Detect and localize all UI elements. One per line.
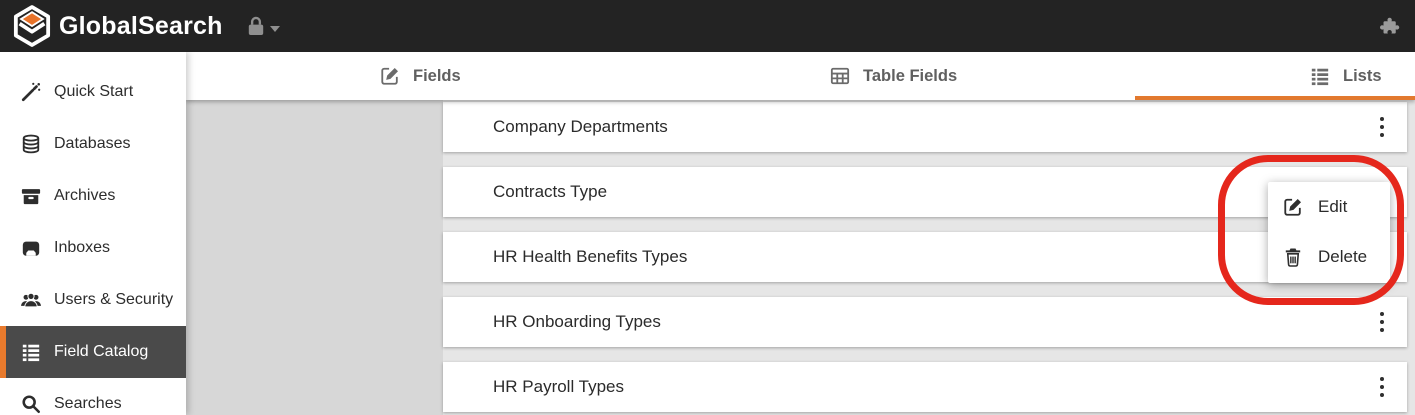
sidebar-item-label: Databases bbox=[54, 135, 131, 152]
archive-box-icon bbox=[19, 186, 43, 206]
trash-icon bbox=[1282, 247, 1304, 267]
sidebar-item-users-security[interactable]: Users & Security bbox=[0, 274, 186, 326]
sidebar-item-label: Archives bbox=[54, 187, 116, 204]
context-menu-label: Delete bbox=[1318, 247, 1368, 266]
globalsearch-logo-icon bbox=[13, 5, 51, 47]
list-row-hr-payroll-types[interactable]: HR Payroll Types bbox=[443, 362, 1407, 412]
active-tab-underline bbox=[1135, 96, 1415, 100]
sidebar-item-inboxes[interactable]: Inboxes bbox=[0, 222, 186, 274]
row-menu-button[interactable] bbox=[1367, 307, 1397, 337]
caret-down-icon bbox=[269, 26, 280, 32]
list-row-hr-onboarding-types[interactable]: HR Onboarding Types bbox=[443, 297, 1407, 347]
list-row-company-departments[interactable]: Company Departments bbox=[443, 102, 1407, 152]
tab-label: Table Fields bbox=[863, 66, 958, 85]
app-title: GlobalSearch bbox=[59, 11, 223, 40]
list-icon bbox=[1310, 66, 1330, 86]
sidebar-item-label: Users & Security bbox=[54, 291, 174, 308]
sidebar-item-label: Quick Start bbox=[54, 83, 134, 100]
tab-bar: Fields Table Fields bbox=[186, 52, 1415, 100]
table-icon bbox=[830, 66, 850, 86]
plugin-menu-button[interactable] bbox=[1380, 16, 1401, 37]
sidebar-item-field-catalog[interactable]: Field Catalog bbox=[0, 326, 186, 378]
lists-panel: Company Departments Contracts Type HR He… bbox=[443, 102, 1407, 415]
context-menu-item-delete[interactable]: Delete bbox=[1268, 232, 1390, 282]
puzzle-icon bbox=[1380, 17, 1400, 33]
tab-label: Fields bbox=[413, 66, 461, 85]
left-gray-panel bbox=[186, 100, 443, 415]
tab-label: Lists bbox=[1343, 66, 1382, 85]
tab-lists[interactable]: Lists bbox=[1310, 52, 1382, 100]
sidebar-item-archives[interactable]: Archives bbox=[0, 170, 186, 222]
edit-square-icon bbox=[380, 66, 400, 86]
inbox-icon bbox=[19, 238, 43, 258]
list-row-label: Contracts Type bbox=[493, 182, 608, 201]
kebab-menu-icon bbox=[1380, 117, 1384, 137]
sidebar-item-quick-start[interactable]: Quick Start bbox=[0, 66, 186, 118]
list-row-label: Company Departments bbox=[493, 117, 668, 136]
sidebar-item-label: Inboxes bbox=[54, 239, 111, 256]
row-menu-button[interactable] bbox=[1367, 112, 1397, 142]
list-row-label: HR Onboarding Types bbox=[493, 312, 661, 331]
list-row-hr-health-benefits-types[interactable]: HR Health Benefits Types bbox=[443, 232, 1407, 282]
sidebar-item-label: Field Catalog bbox=[54, 343, 149, 360]
context-menu-item-edit[interactable]: Edit bbox=[1268, 182, 1390, 232]
context-menu-label: Edit bbox=[1318, 197, 1348, 216]
top-bar: GlobalSearch bbox=[0, 0, 1415, 52]
lock-icon bbox=[248, 16, 263, 35]
row-menu-button[interactable] bbox=[1367, 372, 1397, 402]
list-row-label: HR Health Benefits Types bbox=[493, 247, 688, 266]
kebab-menu-icon bbox=[1380, 377, 1384, 397]
globalsearch-logo bbox=[13, 5, 51, 47]
sidebar-item-label: Searches bbox=[54, 395, 122, 412]
magic-wand-icon bbox=[19, 82, 43, 102]
content-area: Company Departments Contracts Type HR He… bbox=[186, 100, 1415, 415]
edit-square-icon bbox=[1282, 197, 1304, 217]
search-icon bbox=[19, 394, 43, 414]
tab-fields[interactable]: Fields bbox=[380, 52, 461, 100]
sidebar-item-searches[interactable]: Searches bbox=[0, 378, 186, 415]
sidebar-item-databases[interactable]: Databases bbox=[0, 118, 186, 170]
list-row-label: HR Payroll Types bbox=[493, 377, 625, 396]
tab-table-fields[interactable]: Table Fields bbox=[830, 52, 957, 100]
kebab-menu-icon bbox=[1380, 312, 1384, 332]
database-icon bbox=[19, 134, 43, 154]
list-row-contracts-type[interactable]: Contracts Type bbox=[443, 167, 1407, 217]
list-icon bbox=[19, 342, 43, 362]
row-context-menu: Edit Delete bbox=[1268, 182, 1390, 283]
users-icon bbox=[19, 290, 43, 310]
sidebar: Quick Start Databases Arc bbox=[0, 52, 186, 415]
lock-menu-button[interactable] bbox=[247, 16, 280, 36]
